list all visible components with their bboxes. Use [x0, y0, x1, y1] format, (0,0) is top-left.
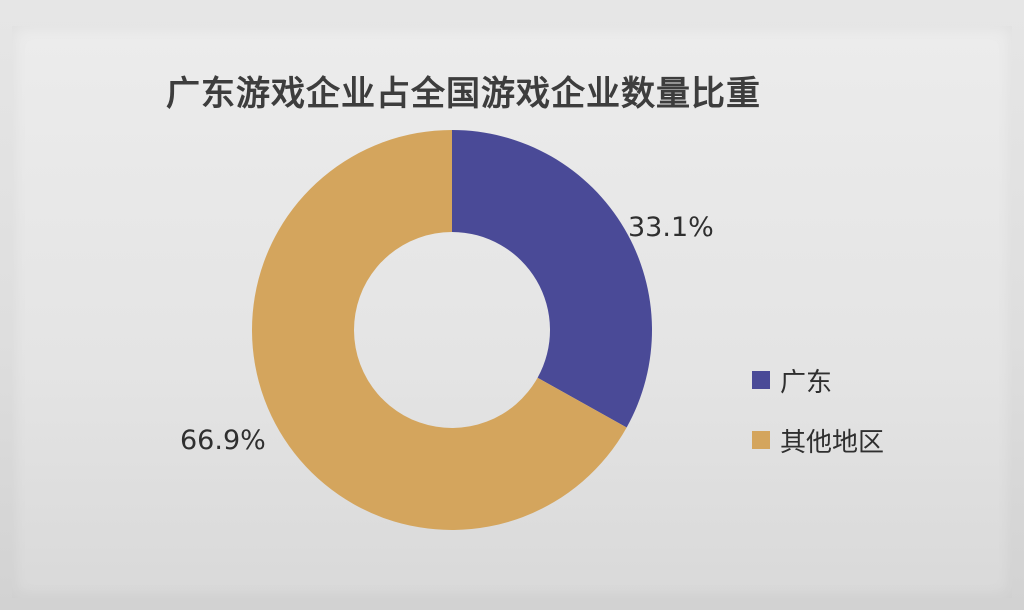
data-label-guangdong: 33.1% [628, 212, 714, 243]
legend-label-other-regions: 其他地区 [780, 427, 885, 458]
slice-other-regions [251, 130, 627, 531]
slice-guangdong [452, 130, 652, 428]
legend-swatch-other-regions [752, 431, 770, 449]
legend-label-guangdong: 广东 [780, 367, 833, 398]
legend: 广东 其他地区 [752, 362, 884, 482]
legend-item-other-regions: 其他地区 [752, 422, 884, 458]
data-label-other-regions: 66.9% [180, 425, 266, 456]
chart-title: 广东游戏企业占全国游戏企业数量比重 [166, 74, 761, 114]
legend-swatch-guangdong [752, 371, 770, 389]
legend-item-guangdong: 广东 [752, 362, 884, 398]
